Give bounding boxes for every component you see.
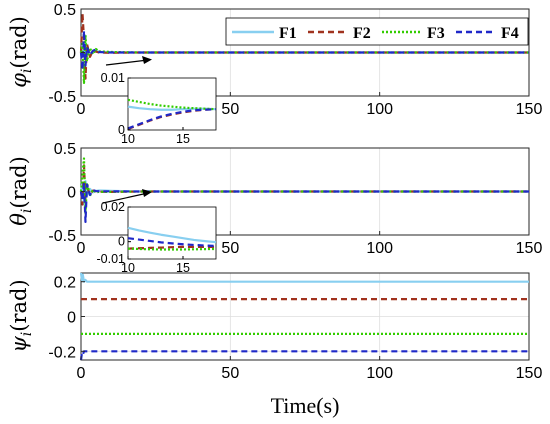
panel-theta-inset-series-f1 — [127, 226, 217, 244]
inset-x-tick-label: 15 — [176, 261, 190, 275]
panel-phi-inset-series-f3 — [127, 98, 217, 111]
panel-phi-inset-box — [127, 77, 217, 131]
inset-y-tick-label: 0 — [118, 235, 125, 249]
panel-theta-inset: 10 15 0.02 0 -0.01 — [97, 200, 217, 275]
x-tick-label: 100 — [366, 365, 393, 382]
x-tick-label: 150 — [516, 240, 543, 257]
panel-theta-inset-series — [127, 226, 217, 251]
legend-entry-f3: F3 — [382, 25, 445, 42]
legend-entry-f1: F1 — [232, 25, 297, 42]
legend: F1 F2 F3 F4 — [225, 17, 529, 46]
panel-theta-inset-series-f3 — [127, 247, 217, 251]
panel-theta-inset-series-f4 — [127, 237, 217, 248]
panel-theta-series — [79, 157, 529, 224]
panel-phi-inset-series-f4 — [127, 108, 217, 130]
panel-theta-inset-ticks: 10 15 0.02 0 -0.01 — [97, 200, 190, 275]
panel-phi-inset-ticks: 10 15 0.01 0 — [101, 71, 190, 146]
y-tick-label: 0.5 — [54, 141, 76, 158]
y-tick-label: 0 — [67, 310, 76, 327]
legend-label-f1: F1 — [279, 25, 297, 42]
panel-phi-inset-series — [127, 98, 217, 130]
inset-y-tick-label: 0 — [118, 123, 125, 137]
y-tick-label: -0.5 — [48, 228, 76, 245]
x-tick-label: 0 — [77, 365, 86, 382]
inset-y-tick-label: -0.01 — [97, 252, 126, 266]
x-axis-label: Time(s) — [271, 393, 340, 418]
panel-theta-inset-series-f2 — [127, 245, 216, 250]
x-tick-label: 100 — [366, 101, 393, 118]
panel-theta-series-f3 — [79, 157, 529, 215]
y-tick-label: 0 — [67, 46, 76, 63]
y-tick-label: 0.2 — [54, 275, 76, 292]
y-tick-label: -0.5 — [48, 89, 76, 106]
inset-y-tick-label: 0.02 — [101, 200, 125, 214]
panel-phi-zoom-arrow — [105, 56, 152, 66]
legend-label-f4: F4 — [501, 25, 519, 42]
x-tick-label: 50 — [221, 365, 239, 382]
panel-phi-series-f4 — [79, 29, 529, 72]
y-tick-label: -0.2 — [48, 344, 76, 361]
x-tick-label: 0 — [77, 240, 86, 257]
panel-phi-series — [79, 12, 529, 85]
x-tick-label: 150 — [516, 365, 543, 382]
x-tick-label: 100 — [366, 240, 393, 257]
x-tick-label: 50 — [221, 240, 239, 257]
panel-phi-ylabel: φi(rad) — [7, 16, 35, 88]
x-tick-label: 50 — [221, 101, 239, 118]
inset-x-tick-label: 15 — [176, 132, 190, 146]
panel-psi-ylabel: ψi(rad) — [7, 279, 35, 352]
legend-entry-f2: F2 — [308, 25, 371, 42]
y-tick-label: 0 — [67, 185, 76, 202]
panel-theta-zoom-arrow — [102, 189, 152, 204]
panel-theta-inset-box — [127, 206, 217, 260]
panel-phi-inset: 10 15 0.01 0 — [101, 71, 217, 146]
panel-psi-grid — [81, 273, 529, 360]
inset-x-tick-label: 10 — [121, 132, 135, 146]
x-tick-label: 0 — [77, 101, 86, 118]
legend-entry-f4: F4 — [456, 25, 519, 42]
legend-label-f3: F3 — [427, 25, 445, 42]
legend-label-f2: F2 — [353, 25, 371, 42]
inset-y-tick-label: 0.01 — [101, 71, 125, 85]
panel-theta-series-f2 — [79, 164, 529, 206]
y-tick-label: 0.5 — [54, 2, 76, 19]
panel-psi-series-f1 — [79, 272, 529, 283]
panel-psi-series-f4 — [79, 350, 529, 361]
x-tick-label: 150 — [516, 101, 543, 118]
inset-x-tick-label: 10 — [121, 261, 135, 275]
panel-theta-ylabel: θi(rad) — [7, 156, 35, 226]
